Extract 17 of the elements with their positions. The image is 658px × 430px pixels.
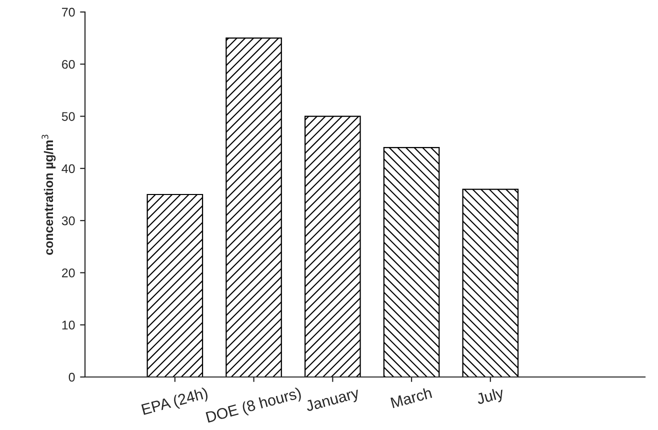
x-tick-label: March [390, 386, 432, 408]
y-tick-label: 30 [62, 216, 75, 226]
bar [146, 194, 204, 377]
x-tick-label: July [476, 386, 506, 408]
y-axis-title: concentration µg/m$^{3}$ [42, 134, 56, 255]
y-tick-label: 70 [62, 8, 75, 17]
y-tick-label: 50 [62, 112, 75, 121]
y-tick-label: 20 [62, 268, 75, 278]
x-tick-label: January [304, 387, 361, 414]
y-tick-label: 10 [62, 320, 75, 330]
y-tick-label: 0 [68, 372, 75, 382]
bar [462, 188, 519, 377]
y-tick-label: 40 [62, 164, 75, 174]
y-tick-label: 60 [62, 60, 75, 69]
bar [383, 147, 440, 377]
bar [226, 38, 282, 377]
bar [304, 116, 361, 377]
